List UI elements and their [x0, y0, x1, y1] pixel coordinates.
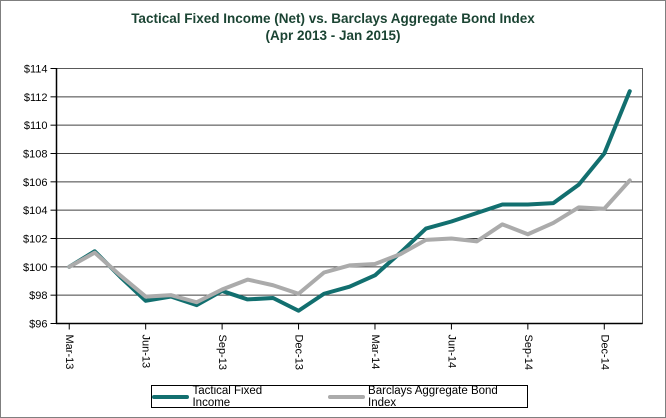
svg-text:Mar-14: Mar-14 [369, 335, 381, 370]
svg-text:Sep-13: Sep-13 [216, 335, 228, 370]
svg-text:$110: $110 [24, 120, 48, 132]
svg-text:$96: $96 [29, 319, 47, 331]
legend-item-tactical: Tactical Fixed Income [152, 385, 302, 409]
chart-title-line2: (Apr 2013 - Jan 2015) [265, 28, 401, 43]
chart-title: Tactical Fixed Income (Net) vs. Barclays… [1, 10, 665, 44]
legend: Tactical Fixed Income Barclays Aggregate… [151, 384, 528, 409]
svg-text:$108: $108 [23, 149, 47, 161]
svg-text:Sep-14: Sep-14 [522, 335, 534, 370]
svg-text:$114: $114 [24, 64, 48, 76]
line-chart: $96 $98 $100 $102 $104 $106 $108 $110 $112 $114 Ma… [23, 64, 643, 370]
svg-text:Mar-13: Mar-13 [63, 335, 75, 370]
chart-title-line1: Tactical Fixed Income (Net) vs. Barclays… [131, 11, 535, 26]
svg-text:$104: $104 [23, 205, 47, 217]
svg-text:$100: $100 [23, 262, 47, 274]
legend-swatch-tactical [152, 394, 190, 399]
legend-label-tactical: Tactical Fixed Income [192, 384, 263, 409]
svg-text:$98: $98 [29, 290, 47, 302]
legend-label-barclays: Barclays Aggregate Bond Index [368, 384, 498, 409]
svg-text:$112: $112 [24, 92, 48, 104]
svg-text:$106: $106 [23, 177, 47, 189]
svg-text:Dec-13: Dec-13 [293, 335, 305, 370]
svg-text:Jun-13: Jun-13 [140, 335, 152, 369]
svg-text:$102: $102 [23, 234, 47, 246]
svg-text:Jun-14: Jun-14 [445, 335, 457, 369]
legend-swatch-barclays [327, 394, 366, 399]
legend-item-barclays: Barclays Aggregate Bond Index [327, 384, 527, 409]
svg-text:Dec-14: Dec-14 [598, 335, 610, 370]
